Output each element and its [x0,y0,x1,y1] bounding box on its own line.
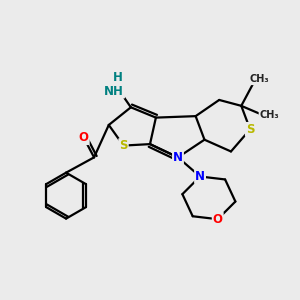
Text: O: O [213,213,223,226]
Text: S: S [119,139,128,152]
Text: N: N [195,170,205,183]
Text: CH₃: CH₃ [249,74,269,84]
Text: O: O [79,131,89,144]
Text: N: N [173,151,183,164]
Text: NH: NH [104,85,124,98]
Text: CH₃: CH₃ [260,110,279,120]
Text: H: H [113,71,122,84]
Text: S: S [246,123,254,136]
